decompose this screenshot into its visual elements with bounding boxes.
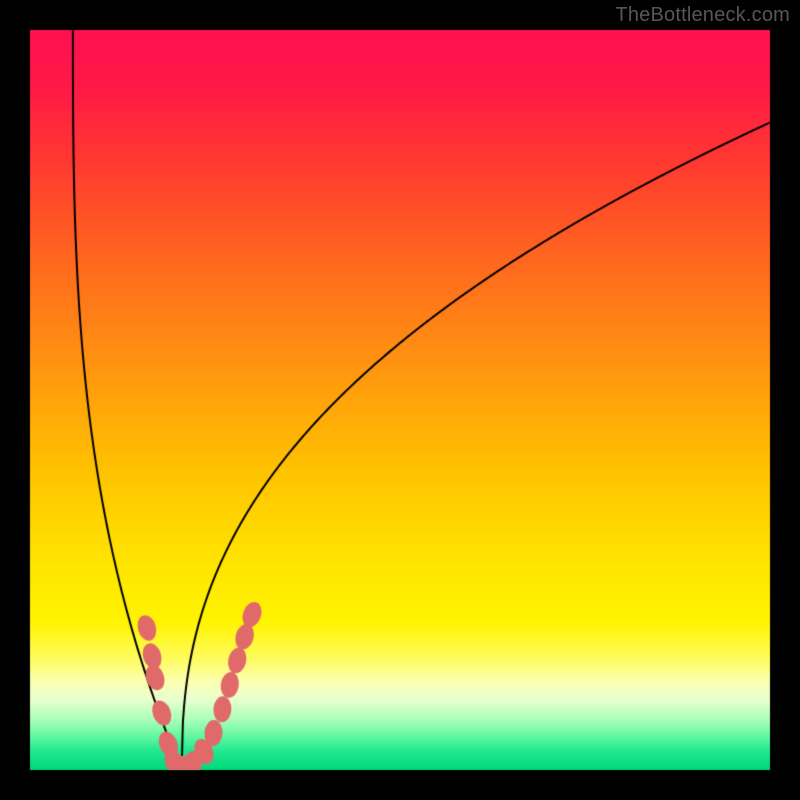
bottleneck-curve-layer bbox=[0, 0, 800, 800]
chart-container: TheBottleneck.com bbox=[0, 0, 800, 800]
